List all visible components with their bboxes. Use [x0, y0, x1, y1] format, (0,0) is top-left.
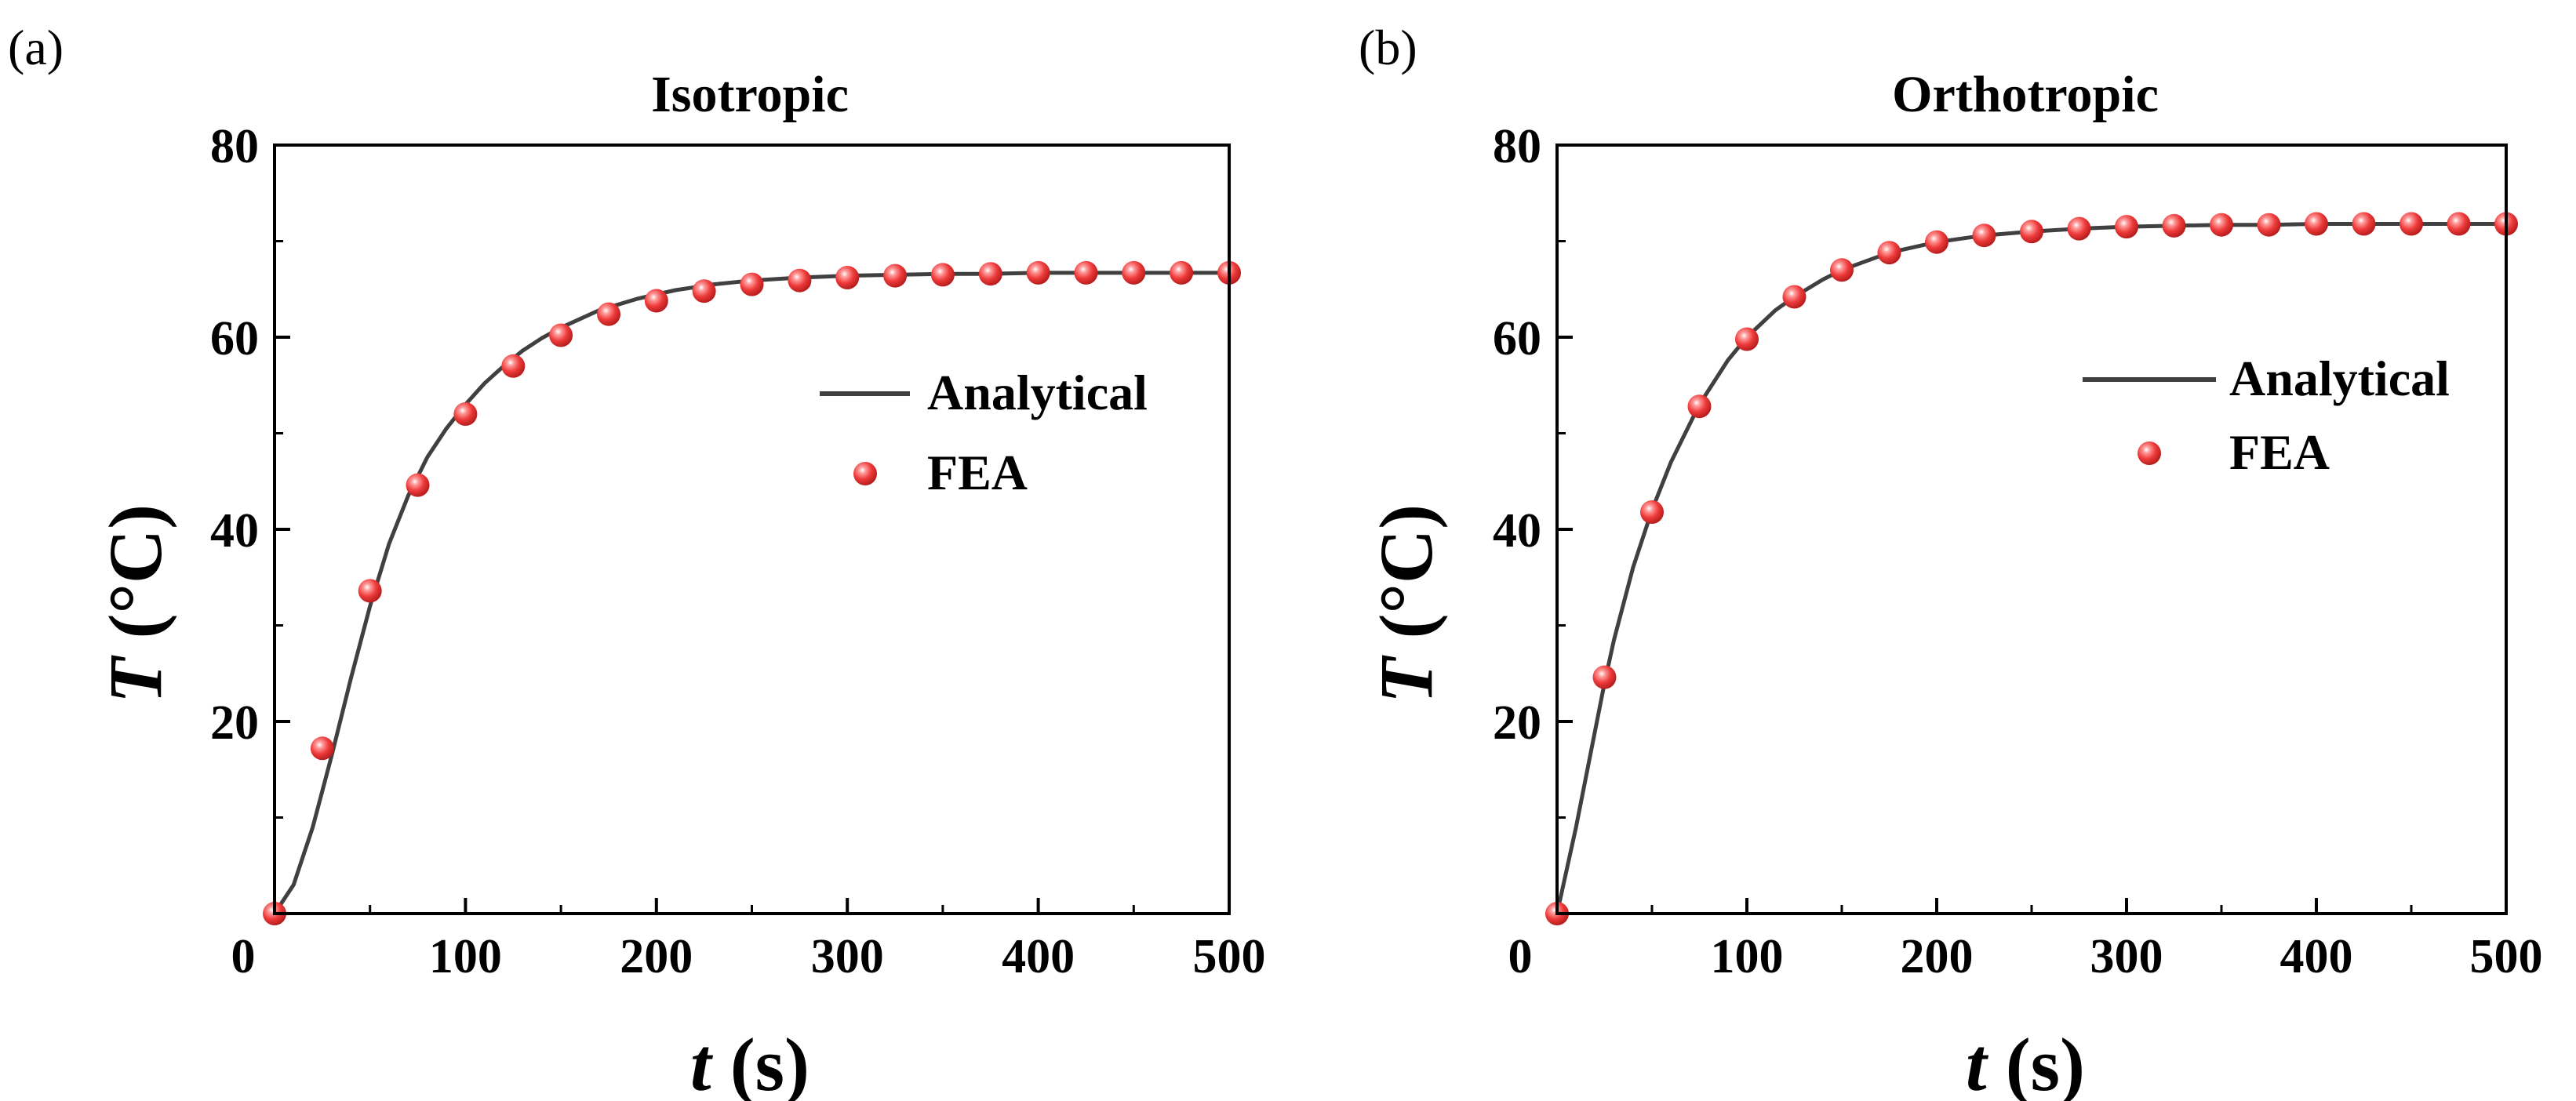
y-axis-variable: T — [1364, 655, 1448, 703]
fea-point — [597, 302, 620, 326]
x-tick-label: 500 — [1193, 930, 1266, 983]
x-axis-variable: t — [1966, 1023, 1989, 1101]
y-tick-label: 20 — [210, 696, 259, 750]
fea-point — [1170, 260, 1194, 285]
fea-point — [1122, 260, 1146, 285]
y-axis-label: T (°C) — [93, 504, 177, 703]
x-tick-label: 100 — [1711, 930, 1784, 983]
x-tick-label: 200 — [1901, 930, 1974, 983]
y-axis-unit: (°C) — [93, 504, 177, 658]
fea-point — [835, 266, 860, 289]
x-axis-unit: (s) — [711, 1023, 810, 1101]
y-tick-label: 40 — [1493, 504, 1541, 558]
fea-point — [978, 262, 1002, 286]
fea-point — [930, 263, 955, 287]
plot-frame — [1555, 144, 2508, 915]
x-axis-variable: t — [690, 1023, 714, 1101]
y-axis-label: T (°C) — [1364, 504, 1448, 703]
x-axis-unit: (s) — [1987, 1023, 2085, 1101]
legend-fea: FEA — [2229, 424, 2330, 480]
y-tick-label: 40 — [210, 504, 259, 558]
fea-point — [2067, 216, 2091, 241]
fea-point — [1026, 260, 1050, 285]
fea-point — [358, 579, 382, 603]
fea-point — [2447, 212, 2471, 236]
chart-title: Isotropic — [651, 66, 849, 123]
fea-point — [2352, 212, 2376, 236]
fea-point — [2020, 220, 2043, 244]
legend-marker-swatch — [853, 462, 877, 485]
x-axis-label: t (s) — [690, 1023, 810, 1101]
fea-point — [1074, 260, 1098, 285]
plot-frame — [273, 144, 1231, 915]
fea-point — [406, 473, 430, 497]
x-tick-label: 500 — [2470, 930, 2543, 983]
chart-title: Orthotropic — [1892, 66, 2159, 123]
legend-marker-swatch — [2138, 441, 2161, 465]
fea-point — [2210, 213, 2233, 237]
fea-point — [1735, 327, 1759, 351]
x-tick-label: 200 — [620, 930, 693, 983]
legend: Analytical FEA — [820, 365, 1148, 500]
origin-label: 0 — [1508, 930, 1533, 983]
fea-point — [740, 272, 764, 296]
fea-point — [1592, 665, 1617, 689]
fea-point — [310, 736, 334, 761]
fea-point — [549, 323, 573, 347]
y-tick-label: 60 — [1493, 312, 1541, 365]
y-tick-label: 80 — [1493, 120, 1541, 173]
fea-point — [453, 402, 478, 426]
panel-label: (b) — [1359, 20, 1417, 75]
x-tick-label: 400 — [1002, 930, 1075, 983]
y-tick-label: 80 — [210, 120, 259, 173]
y-axis-unit: (°C) — [1364, 504, 1448, 658]
legend-analytical: Analytical — [2229, 351, 2450, 406]
fea-point — [1782, 285, 1806, 309]
svg-text:T (°C): T (°C) — [1364, 504, 1448, 703]
panel-isotropic: (a) Isotropic T (°C) t (s) 0 100 200 300 40… — [8, 20, 1266, 1101]
origin-label: 0 — [231, 930, 256, 983]
legend: Analytical FEA — [2083, 351, 2450, 480]
svg-text:T (°C): T (°C) — [93, 504, 177, 703]
fea-point — [1830, 258, 1854, 282]
fea-point — [2400, 212, 2423, 236]
legend-analytical: Analytical — [927, 365, 1148, 420]
fea-point — [2115, 215, 2138, 239]
fea-point — [1640, 500, 1664, 524]
panel-orthotropic: (b) Orthotropic T (°C) t (s) 0 100 200 300… — [1359, 20, 2543, 1101]
x-axis-label: t (s) — [1966, 1023, 2085, 1101]
fea-point — [1972, 223, 1996, 248]
panel-label: (a) — [8, 20, 64, 75]
fea-point — [2162, 213, 2186, 238]
y-tick-label: 20 — [1493, 696, 1541, 750]
fea-point — [644, 289, 668, 313]
fea-point — [1925, 230, 1948, 254]
x-tick-label: 400 — [2280, 930, 2353, 983]
fea-point — [1687, 394, 1712, 419]
y-axis-variable: T — [93, 655, 177, 703]
fea-point — [2305, 212, 2328, 236]
legend-fea: FEA — [927, 445, 1028, 500]
fea-point — [883, 263, 908, 288]
y-tick-label: 60 — [210, 312, 259, 365]
fea-point — [501, 354, 526, 378]
fea-point — [2257, 213, 2281, 237]
x-tick-label: 300 — [811, 930, 884, 983]
fea-point — [692, 279, 716, 303]
fea-point — [1877, 241, 1901, 265]
fea-point — [788, 268, 812, 293]
x-tick-label: 300 — [2090, 930, 2163, 983]
analytical-line — [1555, 222, 2506, 914]
x-tick-label: 100 — [429, 930, 502, 983]
